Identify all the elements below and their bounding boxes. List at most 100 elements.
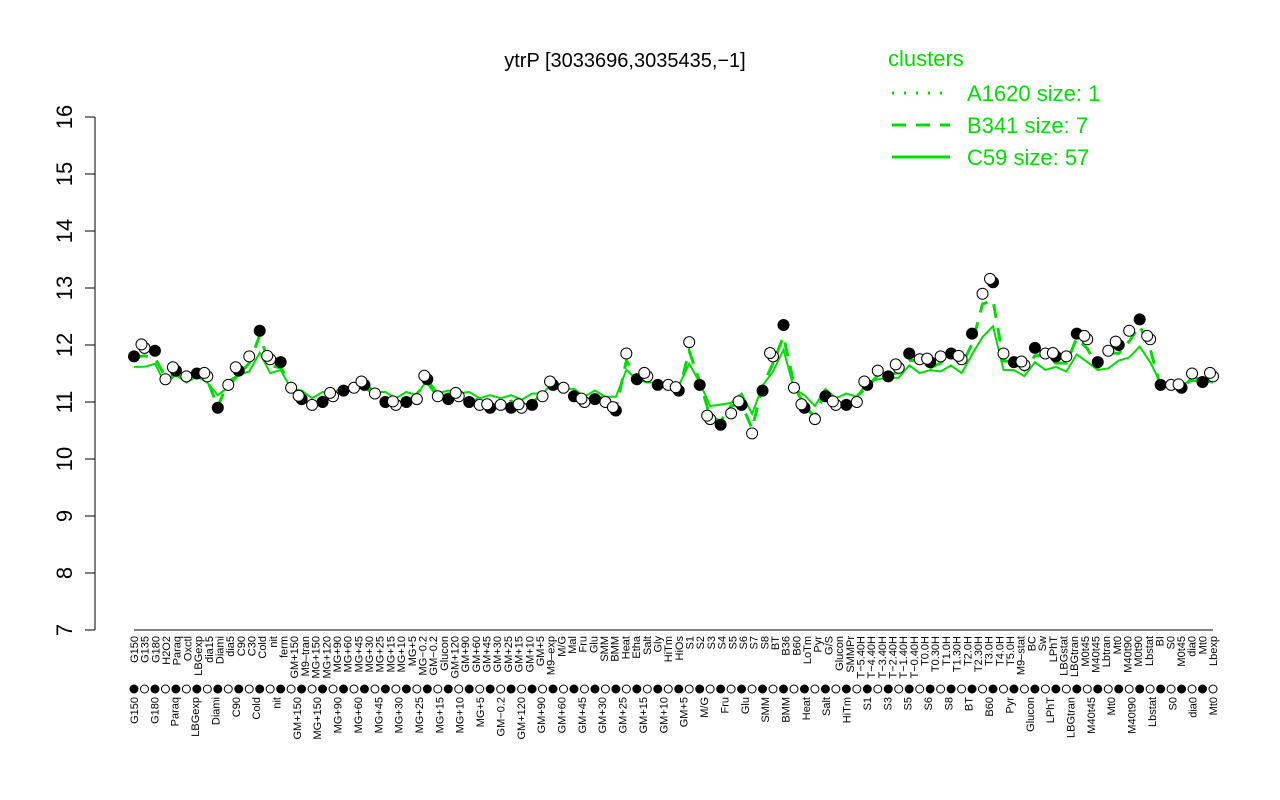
x-tick-label-top: T−5.40H xyxy=(856,636,868,679)
x-tick-label-bottom: Glu xyxy=(740,697,752,714)
data-point xyxy=(588,393,601,406)
x-marker xyxy=(538,684,548,694)
x-tick-label-top: LBGtran xyxy=(1069,636,1081,677)
x-tick-label-top: HiOs xyxy=(674,636,686,661)
x-marker xyxy=(1072,684,1082,694)
x-marker xyxy=(674,684,684,694)
x-tick-label-top: Pyr xyxy=(813,636,825,653)
x-tick-label-top: M9–stat xyxy=(1016,636,1028,675)
x-tick-label-top: BC xyxy=(1026,636,1038,651)
data-points xyxy=(128,272,1219,440)
x-tick-label-top: Heat xyxy=(620,636,632,659)
x-tick-label-top: GM+15 xyxy=(514,636,526,672)
data-point xyxy=(481,398,494,411)
legend-label-a1620: A1620 size: 1 xyxy=(967,81,1100,106)
x-axis: G150G135G180H2O2ParaqOxctlLBGexpdia15Dia… xyxy=(129,629,1220,740)
x-tick-label-top: S5 xyxy=(727,636,739,649)
x-tick-label-bottom: S0 xyxy=(1167,697,1179,710)
x-tick-label-top: B36 xyxy=(781,636,793,656)
legend-title: clusters xyxy=(888,46,964,71)
x-marker xyxy=(401,684,411,694)
x-tick-label-bottom: Lbstat xyxy=(1147,697,1159,727)
x-tick-label-top: M/G xyxy=(556,636,568,657)
x-tick-label-top: M40t45 xyxy=(1091,636,1103,673)
x-tick-label-top: M9–tran xyxy=(300,636,312,676)
data-point xyxy=(1046,346,1059,359)
data-point xyxy=(386,395,399,408)
x-tick-label-bottom: C90 xyxy=(231,697,243,717)
data-point xyxy=(795,398,808,411)
x-tick-label-top: GM+25 xyxy=(503,636,515,672)
x-marker xyxy=(276,684,286,694)
x-marker xyxy=(318,684,328,694)
x-tick-label-top: S4 xyxy=(717,636,729,649)
x-tick-label-top: ferm xyxy=(279,636,291,658)
x-tick-label-top: Glucon xyxy=(439,636,451,671)
x-tick-label-bottom: MG+150 xyxy=(312,697,324,740)
data-point xyxy=(324,386,337,399)
data-point xyxy=(1102,344,1115,357)
x-marker xyxy=(359,684,369,694)
x-tick-label-bottom: GM+10 xyxy=(658,697,670,733)
data-point xyxy=(976,287,989,300)
data-point xyxy=(638,366,651,379)
x-marker xyxy=(129,684,139,694)
x-tick-label-bottom: MG+45 xyxy=(373,697,385,733)
x-marker xyxy=(590,684,600,694)
x-tick-label-bottom: Paraq xyxy=(170,697,182,726)
legend: clusters A1620 size: 1 B341 size: 7 C59 … xyxy=(888,46,1100,170)
data-point xyxy=(997,347,1010,360)
x-tick-label-top: GM+30 xyxy=(492,636,504,672)
x-tick-label-top: GM+45 xyxy=(482,636,494,672)
x-tick-label-bottom: dia0 xyxy=(1188,697,1200,718)
x-tick-label-top: T5.0H xyxy=(1005,636,1017,666)
x-marker xyxy=(1124,684,1134,694)
x-tick-label-top: M40t90 xyxy=(1123,636,1135,673)
x-marker xyxy=(1177,684,1187,694)
x-marker xyxy=(988,684,998,694)
data-point xyxy=(1091,356,1104,369)
x-tick-label-bottom: BMM xyxy=(781,697,793,723)
data-point xyxy=(337,384,350,397)
data-point xyxy=(651,378,664,391)
x-tick-label-top: LBGexp xyxy=(193,636,205,676)
data-point xyxy=(418,369,431,382)
y-tick-label: 12 xyxy=(52,333,77,357)
x-tick-label-top: Fru xyxy=(578,636,590,653)
data-point xyxy=(292,389,305,402)
x-marker xyxy=(632,684,642,694)
data-point xyxy=(274,356,287,369)
x-marker xyxy=(1061,684,1071,694)
x-tick-label-top: Paraq xyxy=(172,636,184,665)
x-tick-label-bottom: SMM xyxy=(760,697,772,723)
x-tick-label-top: C30 xyxy=(247,636,259,656)
x-tick-label-top: T−2.40H xyxy=(888,636,900,679)
x-marker xyxy=(789,684,799,694)
x-marker xyxy=(642,684,652,694)
x-marker xyxy=(181,684,191,694)
x-marker xyxy=(768,684,778,694)
data-point xyxy=(243,350,256,363)
x-tick-label-top: MG+90 xyxy=(332,636,344,672)
data-point xyxy=(669,381,682,394)
x-tick-label-bottom: S3 xyxy=(882,697,894,710)
x-marker xyxy=(726,684,736,694)
x-tick-label-bottom: Pyr xyxy=(1004,697,1016,714)
x-tick-label-top: Oxctl xyxy=(182,636,194,661)
x-tick-label-bottom: GM+5 xyxy=(679,697,691,727)
data-point xyxy=(222,378,235,391)
x-marker xyxy=(747,684,757,694)
data-point xyxy=(701,409,714,422)
x-tick-label-bottom: GM+120 xyxy=(516,697,528,740)
x-marker xyxy=(569,684,579,694)
x-marker xyxy=(946,684,956,694)
data-point xyxy=(306,398,319,411)
data-point xyxy=(1196,376,1209,389)
x-tick-label-bottom: Heat xyxy=(801,697,813,720)
data-point xyxy=(606,401,619,414)
data-point xyxy=(1141,329,1154,342)
data-point xyxy=(683,336,696,349)
x-marker xyxy=(506,684,516,694)
x-tick-label-bottom: S6 xyxy=(923,697,935,710)
x-tick-label-top: T−0.40H xyxy=(909,636,921,679)
